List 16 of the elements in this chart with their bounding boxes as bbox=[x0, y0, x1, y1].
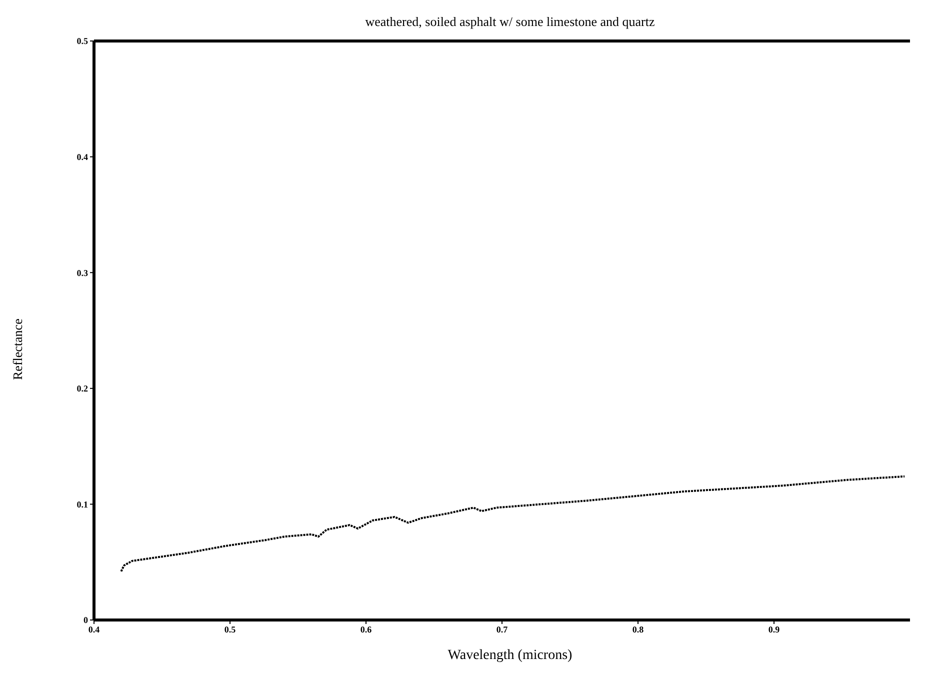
y-tick-label: 0.5 bbox=[76, 36, 88, 46]
y-tick-label: 0.3 bbox=[76, 268, 88, 278]
y-axis-title: Reflectance bbox=[10, 318, 26, 380]
x-tick-label: 0.4 bbox=[88, 624, 100, 634]
x-tick-label: 0.5 bbox=[224, 624, 236, 634]
y-tick-label: 0.1 bbox=[76, 499, 88, 510]
x-tick-label: 0.7 bbox=[496, 624, 508, 634]
x-axis-title: Wavelength (microns) bbox=[446, 648, 574, 664]
y-tick-label: 0.2 bbox=[76, 384, 88, 394]
x-tick-label: 0.8 bbox=[632, 624, 644, 634]
line-series bbox=[120, 475, 906, 572]
chart-title: weathered, soiled asphalt w/ some limestone and quartz bbox=[364, 14, 656, 30]
y-tick-label: 0.4 bbox=[76, 152, 88, 162]
y-tick-label: 0 bbox=[84, 615, 88, 626]
x-tick-label: 0.9 bbox=[768, 624, 780, 634]
x-tick-label: 0.6 bbox=[360, 624, 372, 634]
